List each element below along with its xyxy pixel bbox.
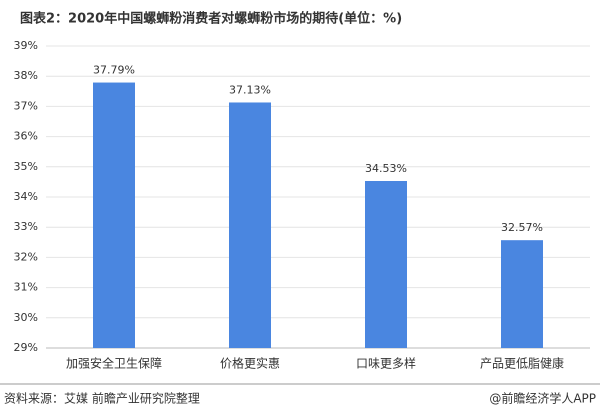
source: 资料来源：艾媒 前瞻产业研究院整理 bbox=[4, 391, 200, 406]
value-label: 37.13% bbox=[229, 83, 271, 96]
y-tick-label: 38% bbox=[14, 69, 38, 82]
y-tick-label: 35% bbox=[14, 160, 38, 173]
y-tick-label: 39% bbox=[14, 39, 38, 52]
bar bbox=[501, 240, 543, 348]
bar bbox=[229, 102, 271, 348]
chart-title: 图表2：2020年中国螺蛳粉消费者对螺蛳粉市场的期待(单位：%) bbox=[20, 11, 402, 27]
y-tick-label: 33% bbox=[14, 220, 38, 233]
bar bbox=[365, 180, 407, 348]
y-tick-label: 34% bbox=[14, 190, 38, 203]
x-tick-label: 加强安全卫生保障 bbox=[66, 356, 162, 371]
y-tick-label: 37% bbox=[14, 99, 38, 112]
y-tick-label: 32% bbox=[14, 250, 38, 263]
x-tick-label: 价格更实惠 bbox=[220, 356, 280, 371]
value-label: 34.53% bbox=[365, 162, 407, 175]
y-tick-label: 36% bbox=[14, 130, 38, 143]
credit: @前瞻经济学人APP bbox=[489, 391, 596, 406]
value-label: 37.79% bbox=[93, 64, 135, 77]
bar bbox=[93, 82, 135, 349]
y-tick-label: 30% bbox=[14, 311, 38, 324]
value-label: 32.57% bbox=[501, 221, 543, 234]
x-tick-label: 产品更低脂健康 bbox=[480, 356, 564, 371]
x-tick-label: 口味更多样 bbox=[356, 356, 416, 371]
y-tick-label: 31% bbox=[14, 281, 38, 294]
y-tick-label: 29% bbox=[14, 341, 38, 354]
